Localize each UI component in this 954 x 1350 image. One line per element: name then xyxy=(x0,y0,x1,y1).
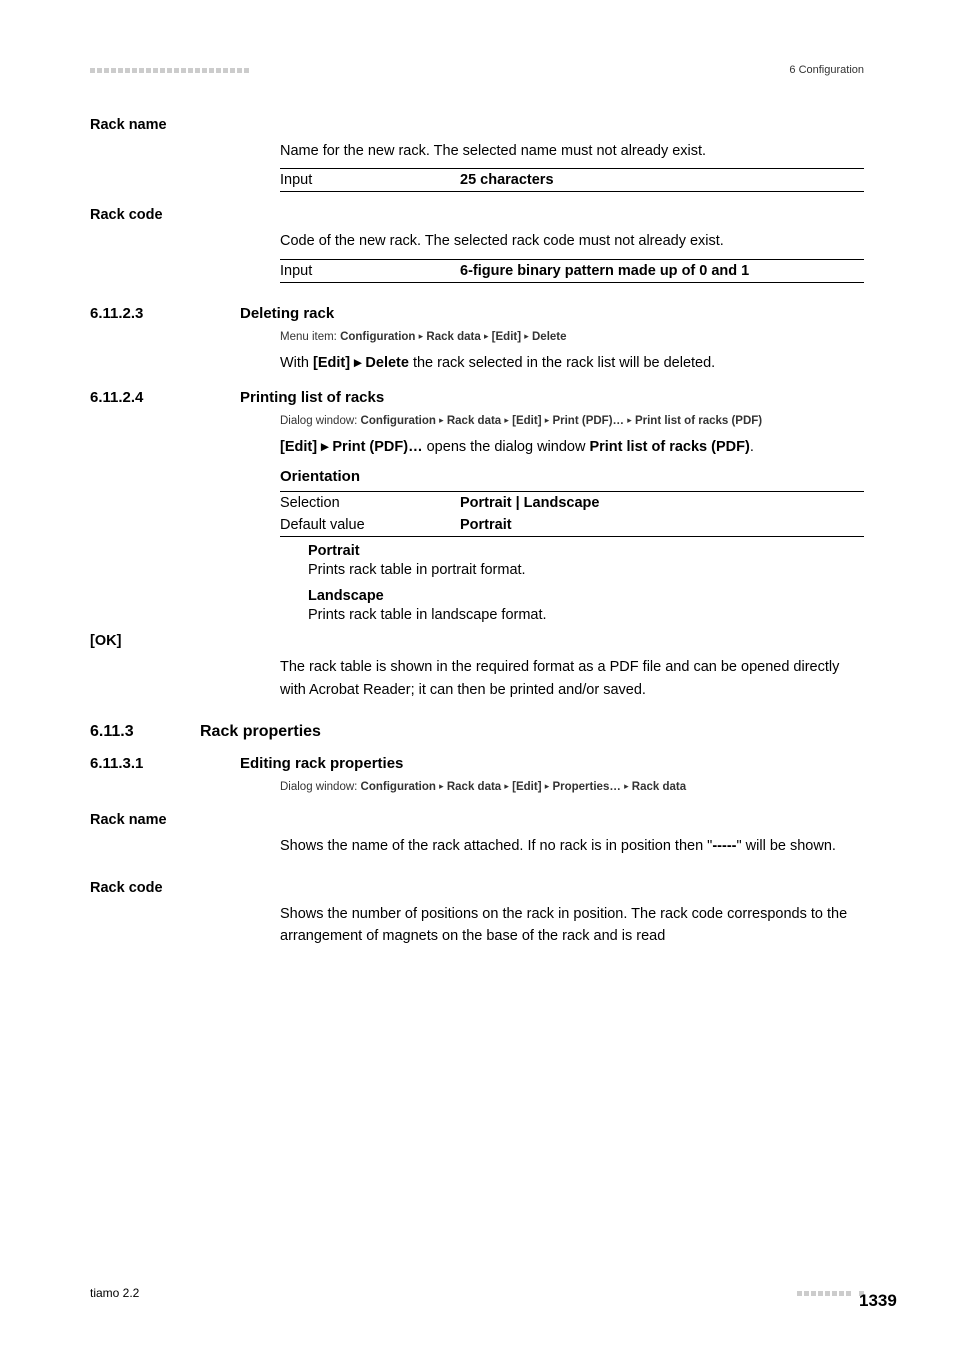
section-number: 6.11.3 xyxy=(90,723,134,740)
orientation-heading: Orientation xyxy=(280,468,864,485)
rack-name-table: Input 25 characters xyxy=(280,168,864,192)
section-number: 6.11.2.4 xyxy=(90,389,143,406)
section-number: 6.11.3.1 xyxy=(90,755,143,772)
rack-code-table: Input 6-figure binary pattern made up of… xyxy=(280,259,864,283)
kv-val: 25 characters xyxy=(460,172,864,188)
menu-path: Dialog window: Configuration ▸ Rack data… xyxy=(280,779,864,796)
page-header: 6 Configuration xyxy=(90,64,864,76)
header-chapter: 6 Configuration xyxy=(789,64,864,76)
rack-name-label: Rack name xyxy=(90,117,167,133)
rack-name-desc: Name for the new rack. The selected name… xyxy=(280,140,864,162)
def-body-landscape: Prints rack table in landscape format. xyxy=(308,604,864,626)
ok-label: [OK] xyxy=(90,633,121,649)
rack-code2-desc: Shows the number of positions on the rac… xyxy=(280,903,864,948)
rack-name2-label: Rack name xyxy=(90,812,167,828)
rack-code2-label: Rack code xyxy=(90,880,163,896)
section-title: Deleting rack xyxy=(240,305,334,322)
menu-prefix: Dialog window: xyxy=(280,415,361,427)
orientation-table: Selection Portrait | Landscape Default v… xyxy=(280,491,864,537)
page-footer: tiamo 2.2 1339 xyxy=(90,1286,864,1300)
def-term-landscape: Landscape xyxy=(308,588,864,604)
rack-name2-desc: Shows the name of the rack attached. If … xyxy=(280,835,864,857)
def-term-portrait: Portrait xyxy=(308,543,864,559)
menu-path: Menu item: Configuration ▸ Rack data ▸ [… xyxy=(280,329,864,346)
kv-key: Input xyxy=(280,263,460,279)
menu-prefix: Menu item: xyxy=(280,331,340,343)
section-title: Printing list of racks xyxy=(240,389,384,406)
kv-val: 6-figure binary pattern made up of 0 and… xyxy=(460,263,864,279)
section-body: With [Edit] ▸ Delete the rack selected i… xyxy=(280,352,864,374)
section-title: Rack properties xyxy=(200,723,321,740)
kv-key: Default value xyxy=(280,517,460,533)
ok-desc: The rack table is shown in the required … xyxy=(280,656,864,701)
menu-prefix: Dialog window: xyxy=(280,781,361,793)
def-body-portrait: Prints rack table in portrait format. xyxy=(308,559,864,581)
section-number: 6.11.2.3 xyxy=(90,305,143,322)
rack-code-label: Rack code xyxy=(90,207,163,223)
page-number: 1339 xyxy=(859,1291,864,1296)
kv-key: Selection xyxy=(280,495,460,511)
rack-code-desc: Code of the new rack. The selected rack … xyxy=(280,230,864,252)
footer-left: tiamo 2.2 xyxy=(90,1286,139,1300)
kv-key: Input xyxy=(280,172,460,188)
menu-path: Dialog window: Configuration ▸ Rack data… xyxy=(280,413,864,430)
kv-val: Portrait xyxy=(460,517,864,533)
header-ornament xyxy=(90,68,249,73)
kv-val: Portrait | Landscape xyxy=(460,495,864,511)
footer-ornament: 1339 xyxy=(797,1291,864,1296)
section-title: Editing rack properties xyxy=(240,755,403,772)
section-body: [Edit] ▸ Print (PDF)… opens the dialog w… xyxy=(280,436,864,458)
